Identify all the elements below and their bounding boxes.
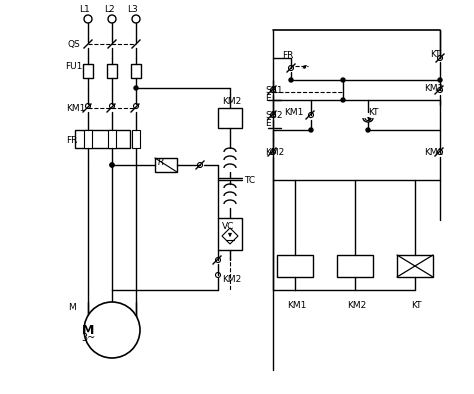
Text: KM2: KM2	[222, 275, 241, 284]
Text: SB1: SB1	[265, 85, 283, 95]
Circle shape	[341, 98, 345, 102]
Text: KM1: KM1	[66, 104, 85, 113]
Bar	[277, 255, 313, 277]
Circle shape	[110, 163, 114, 167]
Text: FR: FR	[66, 136, 77, 145]
Circle shape	[438, 78, 442, 82]
Text: KT: KT	[368, 108, 379, 117]
Circle shape	[309, 128, 313, 132]
Text: E: E	[265, 93, 271, 102]
Text: M: M	[68, 303, 76, 312]
Text: KT: KT	[411, 301, 421, 310]
Text: KM1: KM1	[284, 108, 303, 117]
Bar	[131, 64, 141, 78]
Bar	[83, 64, 93, 78]
Circle shape	[110, 163, 114, 167]
Circle shape	[289, 78, 293, 82]
Text: FR: FR	[282, 50, 293, 59]
Text: KM1: KM1	[424, 147, 443, 156]
Circle shape	[341, 78, 345, 82]
Circle shape	[366, 128, 370, 132]
Bar	[155, 158, 177, 172]
Text: L3: L3	[128, 4, 138, 13]
Bar	[75, 130, 130, 148]
Text: SB2: SB2	[265, 110, 283, 119]
Text: KM1: KM1	[287, 301, 306, 310]
Text: TC: TC	[244, 175, 255, 184]
Bar	[397, 255, 433, 277]
Text: M: M	[82, 323, 94, 336]
Text: E: E	[265, 119, 271, 128]
Text: KM2: KM2	[347, 301, 366, 310]
Text: KT: KT	[430, 50, 440, 58]
Text: KM2: KM2	[424, 84, 443, 93]
Text: QS: QS	[68, 39, 81, 48]
Bar	[132, 130, 140, 148]
Bar	[337, 255, 373, 277]
Bar	[84, 130, 92, 148]
Text: R: R	[158, 158, 164, 167]
Bar	[107, 64, 117, 78]
Text: VC: VC	[222, 221, 234, 230]
Text: 3~: 3~	[81, 333, 95, 343]
Text: KM2: KM2	[222, 97, 241, 106]
Bar	[108, 130, 116, 148]
Text: L2: L2	[104, 4, 114, 13]
Text: KM2: KM2	[265, 147, 284, 156]
Bar	[218, 218, 242, 250]
Bar	[218, 108, 242, 128]
Text: FU1: FU1	[65, 61, 82, 71]
Circle shape	[84, 302, 140, 358]
Text: L1: L1	[80, 4, 91, 13]
Circle shape	[134, 86, 138, 90]
